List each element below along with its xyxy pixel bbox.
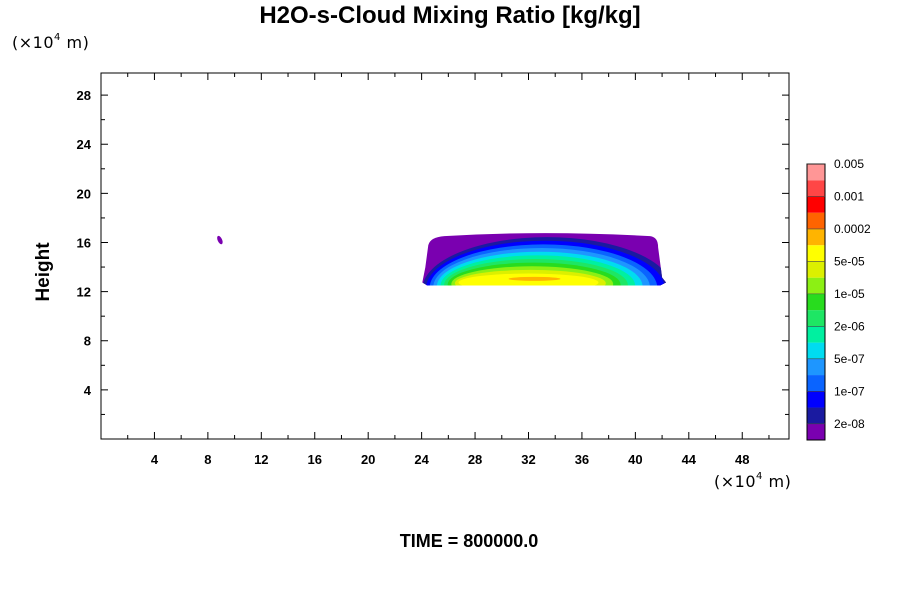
small-cloud bbox=[217, 235, 223, 245]
colorbar-label: 5e-07 bbox=[834, 352, 865, 366]
y-tick-label: 12 bbox=[77, 285, 91, 300]
x-tick-label: 24 bbox=[414, 452, 429, 467]
y-tick-label: 4 bbox=[84, 383, 92, 398]
colorbar-swatch bbox=[807, 375, 825, 392]
x-tick-label: 48 bbox=[735, 452, 749, 467]
x-tick-label: 8 bbox=[204, 452, 211, 467]
y-axis-unit: (×104 m) bbox=[12, 31, 90, 52]
x-tick-label: 4 bbox=[151, 452, 159, 467]
colorbar-label: 0.0002 bbox=[834, 222, 871, 236]
colorbar-swatch bbox=[807, 407, 825, 424]
x-tick-label: 32 bbox=[521, 452, 535, 467]
colorbar-swatch bbox=[807, 391, 825, 408]
x-axis-unit: (×104 m) bbox=[714, 470, 792, 491]
colorbar-swatch bbox=[807, 293, 825, 311]
colorbar-label: 0.001 bbox=[834, 189, 864, 203]
colorbar-swatch bbox=[807, 164, 825, 181]
colorbar-swatch bbox=[807, 228, 825, 246]
colorbar-label: 2e-06 bbox=[834, 319, 865, 333]
colorbar-label: 5e-05 bbox=[834, 254, 865, 268]
x-tick-label: 28 bbox=[468, 452, 482, 467]
colorbar-swatch bbox=[807, 180, 825, 197]
colorbar-swatch bbox=[807, 358, 825, 376]
x-tick-label: 40 bbox=[628, 452, 642, 467]
colorbar-swatch bbox=[807, 245, 825, 262]
colorbar-swatch bbox=[807, 196, 825, 213]
colorbar-swatch bbox=[807, 310, 825, 327]
colorbar-label: 1e-05 bbox=[834, 287, 865, 301]
colorbar-swatch bbox=[807, 212, 825, 229]
colorbar-swatch bbox=[807, 261, 825, 278]
x-tick-label: 44 bbox=[682, 452, 697, 467]
y-tick-label: 20 bbox=[77, 186, 91, 201]
colorbar-swatch bbox=[807, 326, 825, 343]
colorbar-label: 2e-08 bbox=[834, 417, 865, 431]
colorbar-label: 0.005 bbox=[834, 157, 864, 171]
y-tick-label: 8 bbox=[84, 334, 91, 349]
cloud-contour bbox=[458, 273, 599, 286]
x-tick-label: 20 bbox=[361, 452, 375, 467]
colorbar-swatch bbox=[807, 342, 825, 359]
colorbar-swatch bbox=[807, 277, 825, 294]
y-tick-label: 16 bbox=[77, 235, 91, 250]
time-label: TIME = 800000.0 bbox=[399, 531, 539, 551]
colorbar-label: 1e-07 bbox=[834, 384, 865, 398]
y-tick-label: 24 bbox=[77, 137, 92, 152]
x-tick-label: 16 bbox=[308, 452, 322, 467]
x-tick-label: 36 bbox=[575, 452, 589, 467]
cloud-core bbox=[508, 276, 561, 281]
chart-title: H2O-s-Cloud Mixing Ratio [kg/kg] bbox=[259, 2, 641, 29]
y-tick-label: 28 bbox=[77, 88, 91, 103]
x-tick-label: 12 bbox=[254, 452, 268, 467]
colorbar-swatch bbox=[807, 423, 825, 440]
